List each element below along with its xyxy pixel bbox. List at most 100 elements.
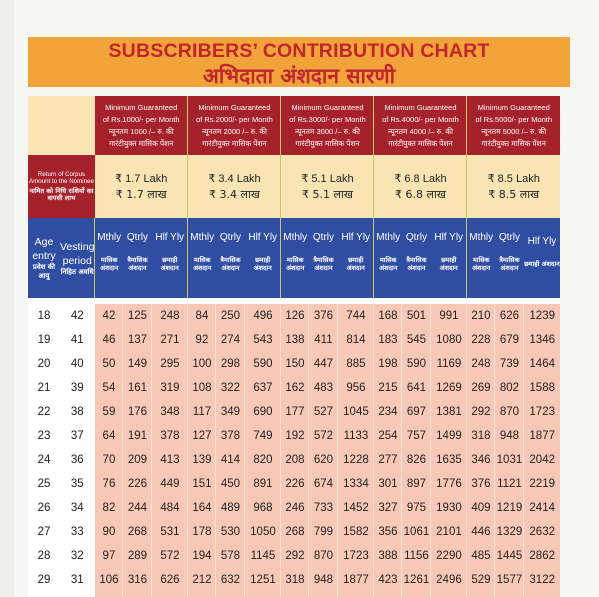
- contribution-cell: 1045: [337, 400, 374, 424]
- table-row: 18 42 42 125 248 84 250 496 126 376 744 168 501 991 21…: [28, 304, 560, 328]
- contribution-cell: 168: [373, 304, 402, 328]
- column-label-half-yearly: Hlf Yly: [155, 231, 185, 243]
- contribution-cell: 799: [308, 520, 338, 544]
- contribution-cell: 690: [244, 400, 281, 424]
- contribution-cell: 322: [215, 376, 245, 400]
- contribution-cell: 100: [187, 352, 216, 376]
- contribution-cell: 1877: [523, 424, 560, 448]
- contribution-cell: 268: [122, 520, 152, 544]
- age-cell: 29: [28, 568, 60, 592]
- column-header-monthly: Mthly मासिक अंशदान: [280, 218, 309, 298]
- column-header-quarterly: Qtrly त्रैमासिक अंशदान: [494, 218, 524, 298]
- contribution-cell: 137: [122, 328, 152, 352]
- contribution-cell: 2727: [430, 592, 467, 597]
- contribution-cell: 501: [401, 304, 431, 328]
- table-row: 26 34 82 244 484 164 489 968 246 733 1452 327 975 193…: [28, 496, 560, 520]
- contribution-cell: 897: [401, 472, 431, 496]
- contribution-cell: 1251: [244, 568, 281, 592]
- corpus-row: Return of Corpus Amount to the Nominee ना…: [28, 155, 560, 218]
- contribution-cell: 2048: [337, 592, 374, 597]
- contribution-cell: 1464: [523, 352, 560, 376]
- contribution-cell: 228: [466, 328, 495, 352]
- contribution-cell: 76: [94, 472, 123, 496]
- pension-line-3: न्यूनतम 2000 /– रु. की: [201, 126, 267, 136]
- contribution-cell: 531: [151, 520, 188, 544]
- contribution-cell: 1329: [494, 520, 524, 544]
- contribution-cell: 1133: [337, 424, 374, 448]
- age-cell: 26: [28, 496, 60, 520]
- contribution-cell: 2101: [430, 520, 467, 544]
- contribution-cell: 637: [244, 376, 281, 400]
- contribution-cell: 1121: [494, 472, 524, 496]
- column-header-quarterly: Qtrly त्रैमासिक अंशदान: [122, 218, 152, 298]
- gap-cell: [494, 298, 524, 304]
- vesting-cell: 31: [60, 568, 95, 592]
- contribution-cell: 244: [122, 496, 152, 520]
- corpus-amount: ₹ 8.5 Lakh ₹ 8.5 लाख: [466, 155, 560, 218]
- contribution-cell: 1577: [494, 568, 524, 592]
- title-hindi: अभिदाता अंशदान सारणी: [202, 64, 396, 88]
- gap-cell: [94, 298, 123, 304]
- column-header-quarterly: Qtrly त्रैमासिक अंशदान: [215, 218, 245, 298]
- contribution-cell: 268: [280, 520, 309, 544]
- gap-cell: [151, 298, 188, 304]
- column-label-quarterly: Qtrly: [405, 231, 427, 243]
- contribution-cell: 177: [280, 400, 309, 424]
- corpus-amount-hi: ₹ 6.8 लाख: [395, 187, 446, 201]
- contribution-cell: 968: [244, 496, 281, 520]
- contribution-cell: 151: [187, 472, 216, 496]
- contribution-cell: 1582: [337, 520, 374, 544]
- contribution-cell: 108: [187, 376, 216, 400]
- contribution-cell: 106: [94, 568, 123, 592]
- contribution-cell: 2862: [523, 544, 560, 568]
- vesting-cell: 35: [60, 472, 95, 496]
- contribution-cell: 1239: [523, 304, 560, 328]
- age-cell: 18: [28, 304, 60, 328]
- column-label-hi-half-yearly: छमाही अंशदान: [439, 255, 458, 272]
- age-cell: 24: [28, 448, 60, 472]
- pension-line-4: गारंटीयुक्त मासिक पेंशन: [108, 138, 174, 148]
- age-cell: 25: [28, 472, 60, 496]
- contribution-cell: 347: [280, 592, 309, 597]
- contribution-cell: 1156: [401, 544, 431, 568]
- vesting-cell: 39: [60, 376, 95, 400]
- corpus-amount: ₹ 3.4 Lakh ₹ 3.4 लाख: [187, 155, 281, 218]
- contribution-cell: 674: [308, 472, 338, 496]
- contribution-cell: 948: [494, 424, 524, 448]
- vesting-cell: 30: [60, 592, 95, 597]
- contribution-cell: 246: [280, 496, 309, 520]
- pension-line-4: गारंटीयुक्त मासिक पेंशन: [295, 138, 360, 148]
- contribution-cell: 70: [94, 448, 123, 472]
- contribution-cell: 139: [187, 448, 216, 472]
- contribution-cell: 150: [280, 352, 309, 376]
- vesting-cell: 37: [60, 424, 95, 448]
- contribution-table: Minimum Guaranteed of Rs.1000/- per Month…: [28, 96, 560, 597]
- age-cell: 19: [28, 328, 60, 352]
- table-row: 24 36 70 209 413 139 414 820 208 620 1228 277 826 163…: [28, 448, 560, 472]
- age-entry-header: Age entry प्रवेश की आयु: [28, 218, 60, 298]
- contribution-cell: 802: [494, 376, 524, 400]
- contribution-cell: 685: [151, 592, 188, 597]
- vesting-cell: 40: [60, 352, 95, 376]
- gap-cell: [373, 298, 402, 304]
- age-entry-label-hi: प्रवेश की आयु: [32, 263, 56, 280]
- contribution-cell: 1034: [308, 592, 338, 597]
- contribution-cell: 212: [187, 568, 216, 592]
- vesting-cell: 34: [60, 496, 95, 520]
- contribution-cell: 274: [215, 328, 245, 352]
- contribution-cell: 289: [122, 544, 152, 568]
- gap-cell: [28, 298, 60, 304]
- age-cell: 28: [28, 544, 60, 568]
- vesting-period-header: Vesting period निहित अवधि: [60, 218, 95, 298]
- contribution-cell: 138: [280, 328, 309, 352]
- pension-line-2: of Rs.5000/- per Month: [475, 114, 553, 124]
- contribution-cell: 483: [308, 376, 338, 400]
- contribution-cell: 127: [187, 424, 216, 448]
- contribution-cell: 209: [122, 448, 152, 472]
- gap-cell: [523, 298, 560, 304]
- column-label-hi-quarterly: त्रैमासिक अंशदान: [313, 255, 334, 272]
- column-header-quarterly: Qtrly त्रैमासिक अंशदान: [401, 218, 431, 298]
- contribution-cell: 349: [215, 400, 245, 424]
- vesting-cell: 36: [60, 448, 95, 472]
- contribution-cell: 447: [308, 352, 338, 376]
